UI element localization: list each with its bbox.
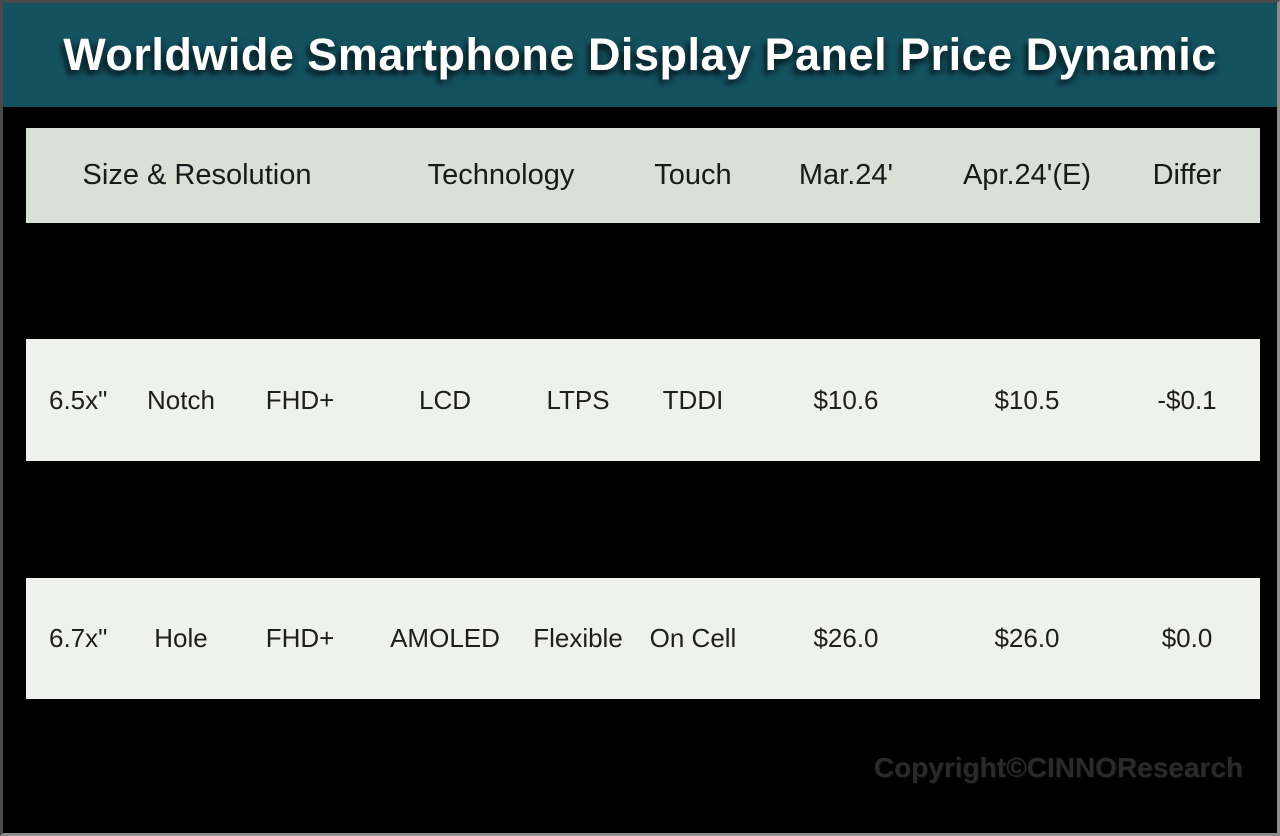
cell-tech-backplane: LTPS — [546, 384, 610, 415]
cell-price-apr: $26.0 — [994, 623, 1060, 653]
cell-resolution: FHD+ — [265, 384, 335, 415]
cell-differ: -$0.1 — [1157, 384, 1217, 415]
cell-resolution: FHD+ — [265, 623, 335, 653]
column-header-touch: Touch — [654, 159, 732, 191]
cell-form-factor: Hole — [154, 623, 208, 653]
column-header-apr24e: Apr.24'(E) — [962, 159, 1092, 191]
cell-price-apr: $10.5 — [994, 384, 1060, 415]
cell-size: 6.5x" — [49, 384, 108, 415]
page-title: Worldwide Smartphone Display Panel Price… — [63, 28, 1217, 80]
cell-differ: $0.0 — [1161, 623, 1213, 653]
table-row-lcd: 6.5x" Notch FHD+ LCD LTPS TDDI $10.6 $10… — [26, 339, 1260, 461]
cell-touch: On Cell — [649, 623, 737, 653]
cell-form-factor: Notch — [147, 384, 215, 415]
cell-tech-type: AMOLED — [390, 623, 500, 653]
table-row-amoled: 6.7x" Hole FHD+ AMOLED Flexible On Cell … — [26, 578, 1260, 699]
cell-tech-backplane: Flexible — [533, 623, 623, 653]
column-header-differ: Differ — [1152, 159, 1222, 191]
title-band: Worldwide Smartphone Display Panel Price… — [2, 2, 1278, 107]
table-header-row: Size & Resolution Technology Touch Mar.2… — [26, 128, 1260, 223]
column-header-size-resolution: Size & Resolution — [82, 159, 312, 191]
cell-tech-type: LCD — [418, 384, 471, 415]
cell-touch: TDDI — [662, 384, 724, 415]
column-header-technology: Technology — [427, 159, 575, 191]
cell-price-mar: $26.0 — [813, 623, 879, 653]
cell-price-mar: $10.6 — [813, 384, 879, 415]
copyright-watermark: Copyright©CINNOResearch — [873, 752, 1243, 783]
column-header-mar24: Mar.24' — [798, 159, 894, 191]
cell-size: 6.7x" — [49, 623, 108, 653]
